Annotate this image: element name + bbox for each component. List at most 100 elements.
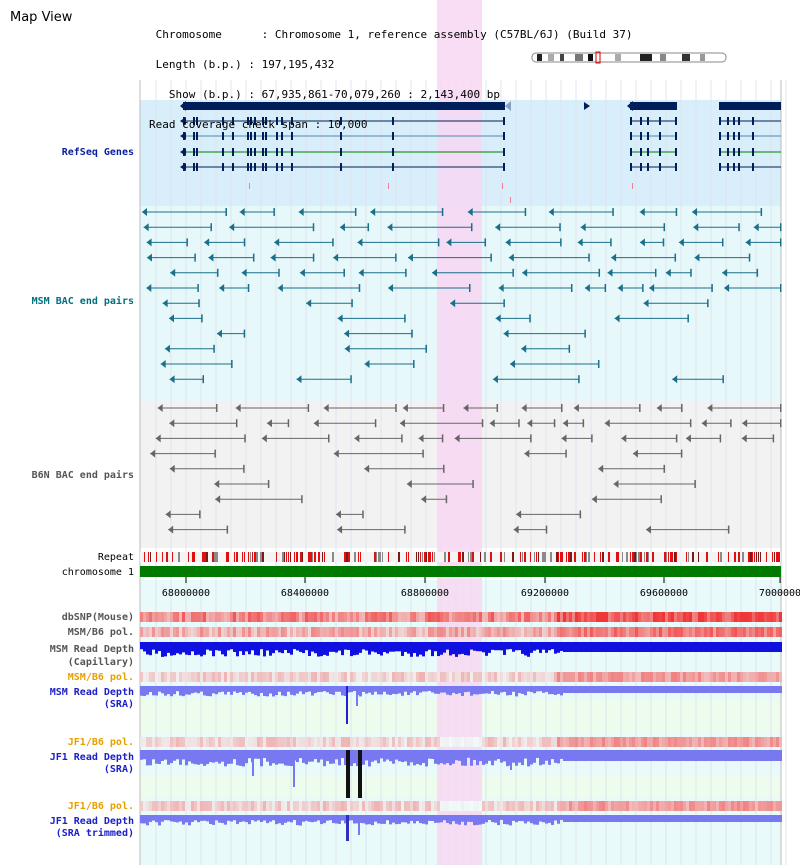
jf1-depth-sra-bar bbox=[500, 750, 503, 763]
repeat-element bbox=[752, 552, 753, 562]
msm-b6-pol-2-cell bbox=[305, 672, 308, 682]
msm-b6-pol-2-cell bbox=[308, 672, 311, 682]
msm-b6-pol-2-cell bbox=[329, 672, 332, 682]
msm-bac-pair-end bbox=[219, 284, 225, 292]
exon bbox=[659, 117, 661, 125]
msm-b6-pol-cell bbox=[353, 627, 356, 637]
msm-depth-capillary-bar bbox=[728, 642, 731, 652]
msm-depth-sra-bar bbox=[239, 686, 242, 693]
jf1-depth-sra-bar bbox=[593, 750, 596, 761]
msm-b6-pol-cell bbox=[347, 627, 350, 637]
jf1-depth-sra-bar bbox=[749, 750, 752, 761]
repeat-element bbox=[558, 552, 559, 562]
track-label-jf1-b6-pol-2[interactable]: JF1/B6 pol. bbox=[67, 801, 134, 812]
repeat-element bbox=[204, 552, 206, 562]
refseq-gene-models[interactable] bbox=[180, 101, 781, 203]
jf1-depth-sra-bar bbox=[458, 750, 461, 761]
msm-depth-capillary-bar bbox=[458, 642, 461, 655]
msm-depth-capillary-bar bbox=[425, 642, 428, 652]
msm-bac-pairs[interactable] bbox=[142, 208, 782, 384]
track-label-msm-b6-pol-1[interactable]: MSM/B6 pol. bbox=[67, 627, 134, 638]
jf1-depth-trimmed-bar bbox=[206, 815, 209, 822]
dbsnp-cell bbox=[566, 612, 569, 622]
b6n-bac-pairs[interactable] bbox=[150, 404, 782, 534]
chromosome-ideogram[interactable] bbox=[531, 51, 727, 64]
jf1-depth-sra-bar bbox=[269, 750, 272, 766]
repeat-element bbox=[490, 552, 492, 562]
jf1-depth-trimmed-bar bbox=[524, 815, 527, 824]
jf1-b6-pol-2-cell bbox=[407, 801, 410, 811]
msm-b6-pol-cell bbox=[479, 627, 482, 637]
msm-b6-pol-cell bbox=[404, 627, 407, 637]
msm-depth-capillary-bar bbox=[596, 642, 599, 652]
track-label-msm-depth-sra[interactable]: MSM Read Depth bbox=[49, 687, 134, 698]
msm-depth-sra-bar bbox=[638, 686, 641, 693]
jf1-depth-sra-bar bbox=[419, 750, 422, 766]
msm-depth-capillary-bar bbox=[455, 642, 458, 657]
track-label-dbsnp[interactable]: dbSNP(Mouse) bbox=[61, 612, 134, 623]
jf1-b6-pol-cell bbox=[182, 737, 185, 747]
dbsnp-cell bbox=[734, 612, 737, 622]
dbsnp-cell bbox=[713, 612, 716, 622]
ideogram-band bbox=[560, 54, 564, 61]
msm-depth-sra-bar bbox=[548, 686, 551, 695]
repeat-element bbox=[360, 552, 361, 562]
msm-b6-pol-cell bbox=[290, 627, 293, 637]
jf1-b6-pol-2-cell bbox=[758, 801, 761, 811]
jf1-depth-sra-bar bbox=[719, 750, 722, 761]
msm-b6-pol-2-cell bbox=[539, 672, 542, 682]
jf1-b6-pol-cell bbox=[596, 737, 599, 747]
msm-b6-pol-cell bbox=[521, 627, 524, 637]
jf1-b6-pol-cell bbox=[239, 737, 242, 747]
jf1-b6-pol-2-cell bbox=[707, 801, 710, 811]
track-label-jf1-b6-pol-1[interactable]: JF1/B6 pol. bbox=[67, 737, 134, 748]
exon bbox=[276, 117, 278, 125]
jf1-b6-pol-2-cell bbox=[227, 801, 230, 811]
jf1-depth-trimmed-bar bbox=[224, 815, 227, 825]
msm-depth-sra-bar bbox=[422, 686, 425, 692]
jf1-depth-sra-bar bbox=[230, 750, 233, 764]
track-label-msm-b6-pol-2[interactable]: MSM/B6 pol. bbox=[67, 672, 134, 683]
track-label-jf1-depth-sra[interactable]: JF1 Read Depth bbox=[49, 752, 134, 763]
msm-depth-capillary-bar bbox=[722, 642, 725, 652]
dbsnp-cell bbox=[158, 612, 161, 622]
msm-bac-pair-end bbox=[512, 268, 514, 277]
msm-b6-pol-2-cell bbox=[335, 672, 338, 682]
msm-depth-sra-bar bbox=[236, 686, 239, 693]
msm-b6-pol-2-cell bbox=[626, 672, 629, 682]
jf1-depth-trimmed-bar bbox=[143, 815, 146, 824]
exon bbox=[659, 163, 661, 171]
jf1-depth-trimmed-bar bbox=[449, 815, 452, 825]
jf1-b6-pol-cell bbox=[416, 737, 419, 747]
repeat-element bbox=[594, 552, 595, 562]
track-label-msm-depth-capillary[interactable]: MSM Read Depth bbox=[49, 644, 134, 655]
jf1-depth-sra-bar bbox=[392, 750, 395, 764]
dbsnp-cell bbox=[353, 612, 356, 622]
jf1-depth-sra-bar bbox=[320, 750, 323, 760]
track-label-b6n-bac[interactable]: B6N BAC end pairs bbox=[31, 470, 134, 481]
highlight-region[interactable] bbox=[437, 0, 482, 865]
msm-bac-pair-end bbox=[654, 268, 657, 277]
repeat-element bbox=[172, 552, 173, 562]
msm-b6-pol-cell bbox=[377, 627, 380, 637]
msm-depth-sra-bar bbox=[332, 686, 335, 695]
track-label-msm-bac[interactable]: MSM BAC end pairs bbox=[31, 296, 134, 307]
dbsnp-cell bbox=[611, 612, 614, 622]
msm-depth-sra-bar bbox=[215, 686, 218, 695]
jf1-b6-pol-2-cell bbox=[257, 801, 260, 811]
msm-depth-sra-bar bbox=[662, 686, 665, 693]
dbsnp-cell bbox=[548, 612, 551, 622]
msm-bac-pair-end bbox=[312, 253, 315, 262]
track-label-refseq-genes[interactable]: RefSeq Genes bbox=[61, 147, 134, 158]
msm-bac-pair-end bbox=[722, 375, 724, 384]
msm-depth-sra-bar bbox=[224, 686, 227, 695]
track-label-jf1-depth-trimmed[interactable]: JF1 Read Depth bbox=[49, 816, 134, 827]
jf1-depth-sra-bar bbox=[554, 750, 557, 763]
jf1-depth-sra-bar bbox=[206, 750, 209, 765]
jf1-depth-sra-bar bbox=[683, 750, 686, 761]
dbsnp-cell bbox=[494, 612, 497, 622]
jf1-depth-sra-bar bbox=[146, 750, 149, 766]
dbsnp-cell bbox=[176, 612, 179, 622]
jf1-depth-sra-bar bbox=[203, 750, 206, 766]
msm-bac-pair-end bbox=[241, 268, 247, 277]
